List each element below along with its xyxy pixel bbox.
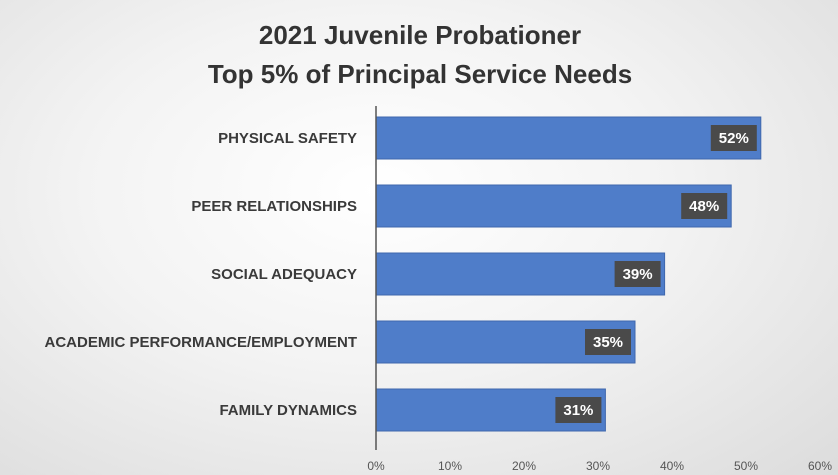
x-tick-label: 0%: [367, 459, 385, 473]
value-label: 39%: [623, 266, 653, 283]
category-label: ACADEMIC PERFORMANCE/EMPLOYMENT: [44, 334, 357, 351]
bar: [375, 116, 762, 160]
x-tick-label: 40%: [660, 459, 684, 473]
value-label: 52%: [719, 130, 749, 147]
x-tick-label: 60%: [808, 459, 832, 473]
value-label-box: [555, 397, 602, 423]
category-label: FAMILY DYNAMICS: [219, 402, 357, 419]
category-label: PEER RELATIONSHIPS: [191, 198, 357, 215]
x-tick-label: 20%: [512, 459, 536, 473]
bar: [375, 184, 732, 228]
category-labels: PHYSICAL SAFETY PEER RELATIONSHIPS SOCIAL …: [44, 130, 357, 419]
value-label-box: [710, 125, 757, 151]
category-label: SOCIAL ADEQUACY: [211, 266, 357, 283]
x-tick-label: 10%: [438, 459, 462, 473]
value-label-box: [614, 261, 661, 287]
value-label-box: [585, 329, 631, 355]
category-label: PHYSICAL SAFETY: [218, 130, 357, 147]
value-label: 48%: [689, 198, 719, 215]
value-label: 31%: [563, 402, 593, 419]
x-axis-ticks: 0% 10% 20% 30% 40% 50% 60%: [367, 459, 832, 473]
x-tick-label: 30%: [586, 459, 610, 473]
x-tick-label: 50%: [734, 459, 758, 473]
chart-title-line-1: 2021 Juvenile Probationer: [259, 20, 581, 50]
bars-layer: 52% 48% 39% 35% 31%: [375, 116, 762, 432]
value-label-box: [681, 193, 728, 219]
value-label: 35%: [593, 334, 623, 351]
chart-title-line-2: Top 5% of Principal Service Needs: [208, 59, 632, 89]
